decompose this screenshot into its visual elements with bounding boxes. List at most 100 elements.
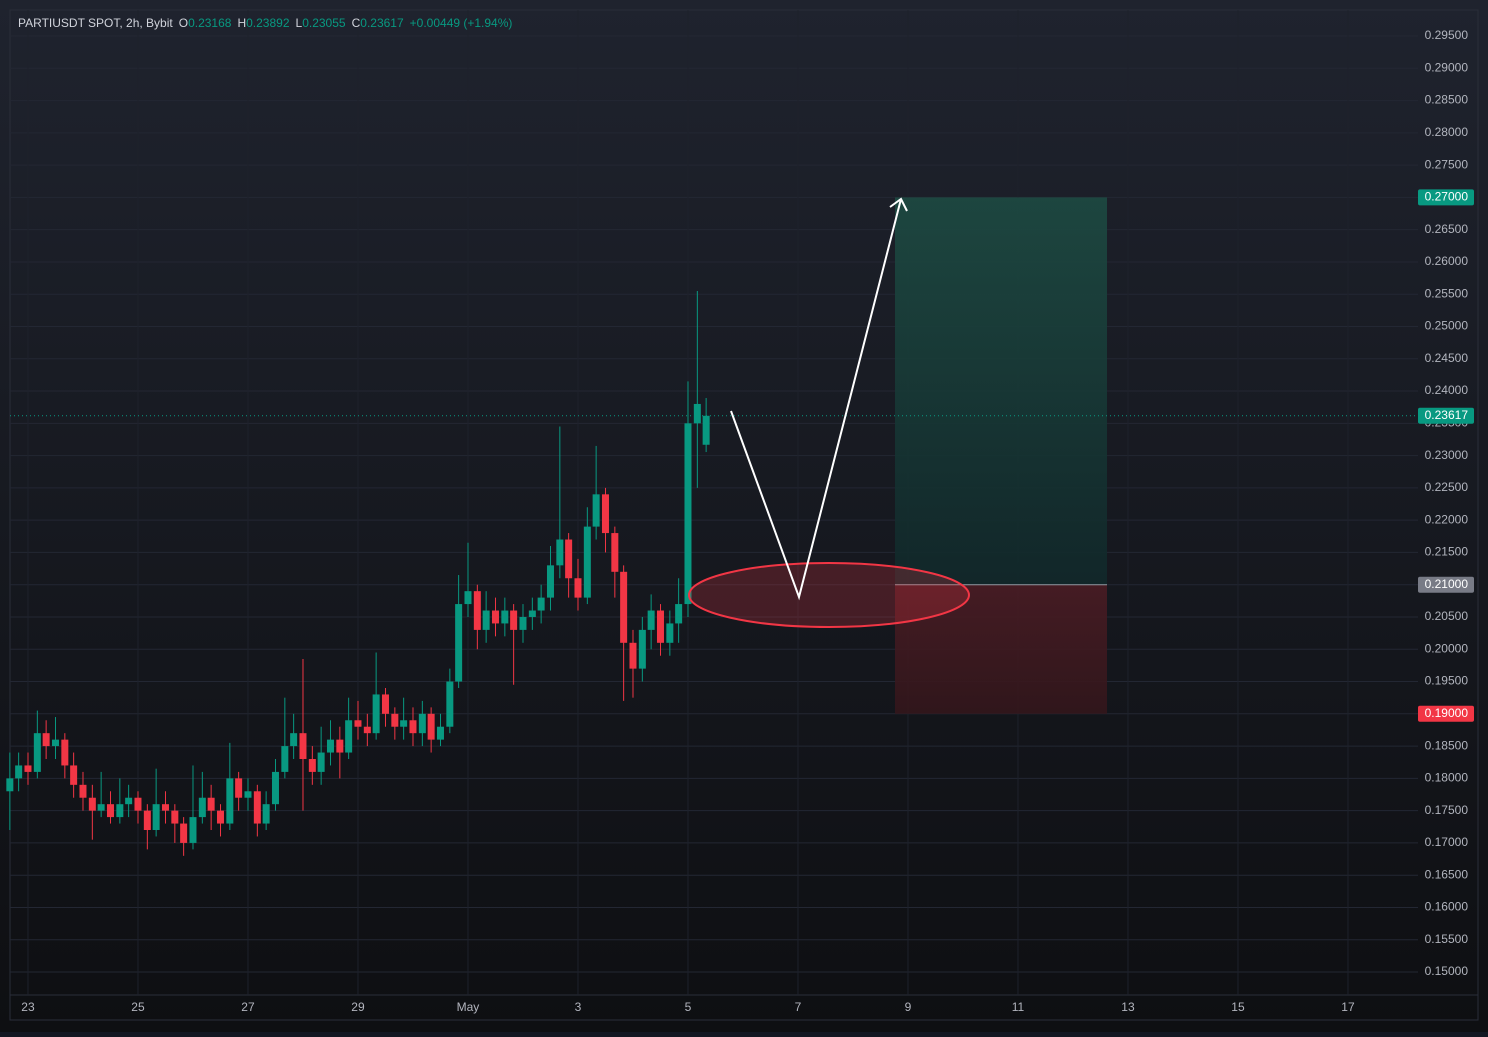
entry-label-bg (1418, 576, 1474, 593)
candle-body (15, 765, 23, 779)
candle-body (666, 623, 674, 643)
entry-label: 0.21000 (1425, 577, 1469, 591)
candle-body (290, 733, 298, 747)
x-tick-label: 5 (685, 1000, 692, 1014)
candle-body (308, 758, 316, 772)
target-zone (895, 197, 1107, 585)
y-tick-label: 0.24500 (1425, 351, 1469, 365)
x-tick-label: 25 (131, 1000, 145, 1014)
y-tick-label: 0.27500 (1425, 157, 1469, 171)
y-tick-label: 0.19500 (1425, 674, 1469, 688)
position-tool (895, 197, 1107, 714)
axes: 0.15000 0.15500 0.16000 0.16500 0.17000 0.175… (21, 28, 1474, 1014)
x-tick-label: 23 (21, 1000, 35, 1014)
field-label: H (237, 16, 246, 30)
y-tick-label: 0.29000 (1425, 60, 1469, 74)
x-tick-label: 3 (575, 1000, 582, 1014)
stop-label-bg (1418, 705, 1474, 722)
candle-body (501, 610, 509, 624)
candle-body (418, 713, 426, 734)
candle-body (647, 610, 655, 630)
price-label: 0.23617 (1425, 408, 1469, 422)
y-tick-label: 0.16000 (1425, 900, 1469, 914)
candle-body (143, 810, 151, 831)
candle-body (161, 804, 169, 811)
symbol: PARTIUSDT SPOT, 2h, Bybit (18, 16, 173, 30)
candle-body (510, 610, 518, 630)
price-label-bg (1418, 407, 1474, 424)
candle-body (171, 810, 179, 824)
y-tick-label: 0.18500 (1425, 738, 1469, 752)
change: +0.00449 (+1.94%) (410, 16, 513, 30)
candle-body (226, 778, 234, 824)
candle-body (381, 694, 389, 714)
y-tick-label: 0.20000 (1425, 641, 1469, 655)
y-tick-label: 0.22500 (1425, 480, 1469, 494)
candle-body (6, 778, 14, 792)
stop-label: 0.19000 (1425, 706, 1469, 720)
x-tick-label: 17 (1341, 1000, 1355, 1014)
candle-body (97, 804, 105, 811)
candle-body (336, 739, 344, 753)
open-value: 0.23168 (188, 16, 232, 30)
candle-body (235, 778, 243, 798)
y-tick-label: 0.20500 (1425, 609, 1469, 623)
candle-body (702, 415, 710, 445)
candle-body (372, 694, 380, 734)
candle-body (601, 494, 609, 534)
candles (6, 290, 1418, 856)
candle-body (583, 526, 591, 598)
candle-body (345, 720, 353, 753)
y-tick-label: 0.24000 (1425, 383, 1469, 397)
y-tick-label: 0.15000 (1425, 964, 1469, 978)
symbol-header: PARTIUSDT SPOT, 2h, Bybit O0.23168 H0.2389… (18, 16, 512, 30)
candle-body (684, 423, 692, 605)
candle-body (455, 604, 463, 682)
y-tick-label: 0.23000 (1425, 448, 1469, 462)
candle-body (61, 739, 69, 766)
candle-body (675, 604, 683, 624)
candle-body (473, 591, 481, 630)
arrow-head (889, 197, 908, 212)
candle-body (491, 610, 499, 624)
candle-body (271, 771, 279, 805)
y-tick-label: 0.26000 (1425, 254, 1469, 268)
candle-body (409, 720, 417, 734)
candle-body (592, 494, 600, 527)
candle-body (134, 797, 142, 811)
candle-body (656, 610, 664, 643)
candle-body (216, 810, 224, 824)
candle-body (620, 571, 628, 643)
candle-body (546, 565, 554, 598)
x-tick-label: 15 (1231, 1000, 1245, 1014)
candle-body (152, 804, 160, 831)
candle-body (464, 591, 472, 605)
candle-body (326, 739, 334, 753)
candle-body (262, 804, 270, 824)
candle-body (436, 726, 444, 740)
y-tick-label: 0.25000 (1425, 319, 1469, 333)
candle-body (125, 797, 133, 805)
y-tick-label: 0.28500 (1425, 93, 1469, 107)
candle-body (528, 610, 536, 617)
x-tick-label: 11 (1012, 1000, 1025, 1014)
x-tick-label: 13 (1121, 1000, 1135, 1014)
y-tick-label: 0.15500 (1425, 932, 1469, 946)
y-tick-label: 0.17000 (1425, 835, 1469, 849)
candle-body (116, 804, 124, 818)
field-label: L (296, 16, 303, 30)
candle-body (180, 823, 188, 843)
frame (9, 9, 1479, 1021)
candle-body (565, 539, 573, 579)
candle-body (198, 797, 206, 818)
candle-body (106, 804, 114, 818)
candle-body (574, 578, 582, 598)
path-arrow (730, 198, 902, 601)
candle-body (556, 539, 564, 566)
candle-body (363, 726, 371, 734)
x-tick-label: 29 (351, 1000, 365, 1014)
candle-body (70, 765, 78, 785)
